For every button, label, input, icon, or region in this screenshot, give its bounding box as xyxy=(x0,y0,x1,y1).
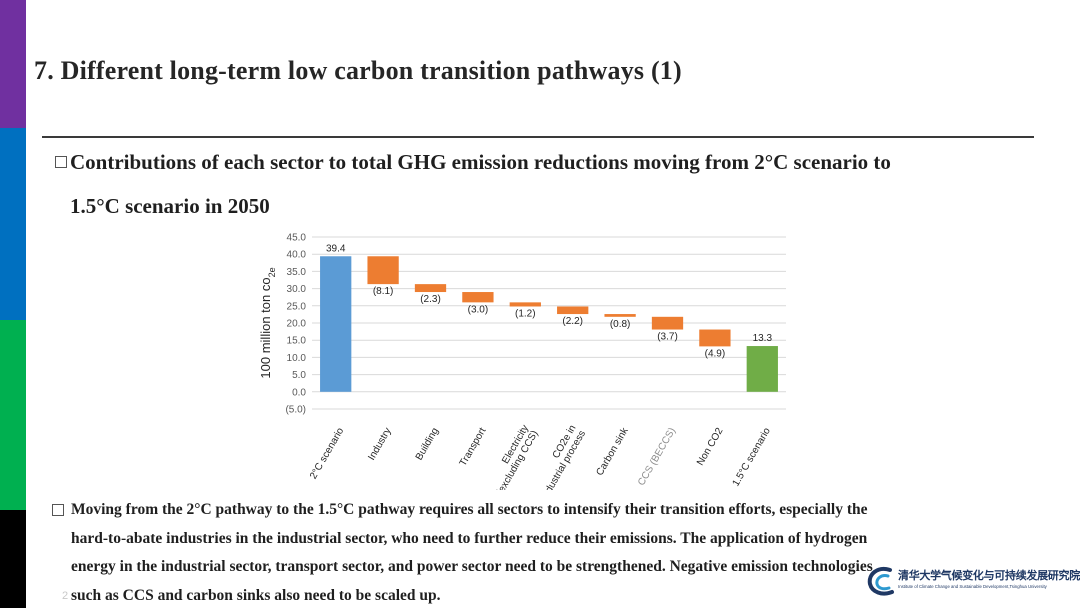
logo-english-name: Institute of Climate Change and Sustaina… xyxy=(898,584,1047,589)
bar-data-label: (0.8) xyxy=(610,319,631,330)
x-category-label: Electricity(excluding CCS) xyxy=(485,423,540,490)
institute-logo: 清华大学气候变化与可持续发展研究院 Institute of Climate C… xyxy=(866,564,1074,598)
bar-data-label: 39.4 xyxy=(326,243,346,254)
y-tick-label: 45.0 xyxy=(287,233,307,244)
y-tick-label: (5.0) xyxy=(285,405,306,416)
bar-data-label: (3.0) xyxy=(468,304,489,315)
y-axis-label: 100 million ton co2e xyxy=(258,267,277,378)
waterfall-bar xyxy=(699,330,730,347)
sidebar-blue-segment xyxy=(0,128,26,320)
title-divider xyxy=(42,136,1034,138)
y-tick-label: 35.0 xyxy=(287,267,307,278)
y-tick-label: 15.0 xyxy=(287,336,307,347)
waterfall-chart: 45.0 40.0 35.0 30.0 25.0 20.0 15.0 10.0 5.0 0.0 (5… xyxy=(250,226,810,490)
y-tick-label: 0.0 xyxy=(292,387,306,398)
sidebar-green-segment xyxy=(0,320,26,510)
bullet-square-icon xyxy=(55,156,67,168)
x-category-label: Industry xyxy=(366,426,393,462)
y-tick-label: 20.0 xyxy=(287,319,307,330)
x-category-label: CCS (BECCS) xyxy=(636,426,678,488)
x-category-label: Non CO2 xyxy=(695,426,726,468)
sidebar-purple-segment xyxy=(0,0,26,128)
page-number: 2 xyxy=(62,590,68,602)
bar-data-label: (2.2) xyxy=(562,316,583,327)
x-category-label: Transport xyxy=(458,426,489,468)
y-tick-label: 5.0 xyxy=(292,370,306,381)
sidebar-black-segment xyxy=(0,510,26,608)
waterfall-bar xyxy=(415,284,446,292)
x-category-label: 1.5°C scenario xyxy=(731,426,774,489)
bar-data-label: 13.3 xyxy=(753,333,773,344)
waterfall-bar xyxy=(320,256,351,392)
bullet-heading-line2: 1.5°C scenario in 2050 xyxy=(70,192,270,221)
bar-data-label: (2.3) xyxy=(420,294,441,305)
summary-line: hard-to-abate industries in the industri… xyxy=(71,525,1011,554)
slide-title: 7. Different long-term low carbon transi… xyxy=(34,56,682,86)
x-category-label: 2°C scenario xyxy=(308,426,346,482)
summary-line: Moving from the 2°C pathway to the 1.5°C… xyxy=(71,496,1011,525)
waterfall-bar xyxy=(557,306,588,314)
waterfall-bar xyxy=(367,256,398,284)
sidebar-color-band xyxy=(0,0,26,608)
bullet-square-icon xyxy=(52,504,64,516)
x-category-label: Carbon sink xyxy=(594,425,631,478)
x-category-label: Building xyxy=(414,426,441,462)
bar-data-label: (8.1) xyxy=(373,286,394,297)
waterfall-bar xyxy=(652,317,683,330)
bullet-heading-line1: Contributions of each sector to total GH… xyxy=(70,148,1060,177)
y-tick-label: 40.0 xyxy=(287,250,307,261)
bar-data-label: (1.2) xyxy=(515,308,536,319)
waterfall-bar xyxy=(510,302,541,306)
waterfall-bar xyxy=(747,346,778,392)
waterfall-bar xyxy=(604,314,635,317)
y-tick-label: 30.0 xyxy=(287,284,307,295)
logo-swoosh-icon xyxy=(866,564,896,598)
logo-chinese-name: 清华大学气候变化与可持续发展研究院 xyxy=(898,567,1080,583)
waterfall-bar xyxy=(462,292,493,302)
y-tick-label: 10.0 xyxy=(287,353,307,364)
bar-data-label: (3.7) xyxy=(657,332,678,343)
y-tick-label: 25.0 xyxy=(287,301,307,312)
bar-data-label: (4.9) xyxy=(705,348,726,359)
